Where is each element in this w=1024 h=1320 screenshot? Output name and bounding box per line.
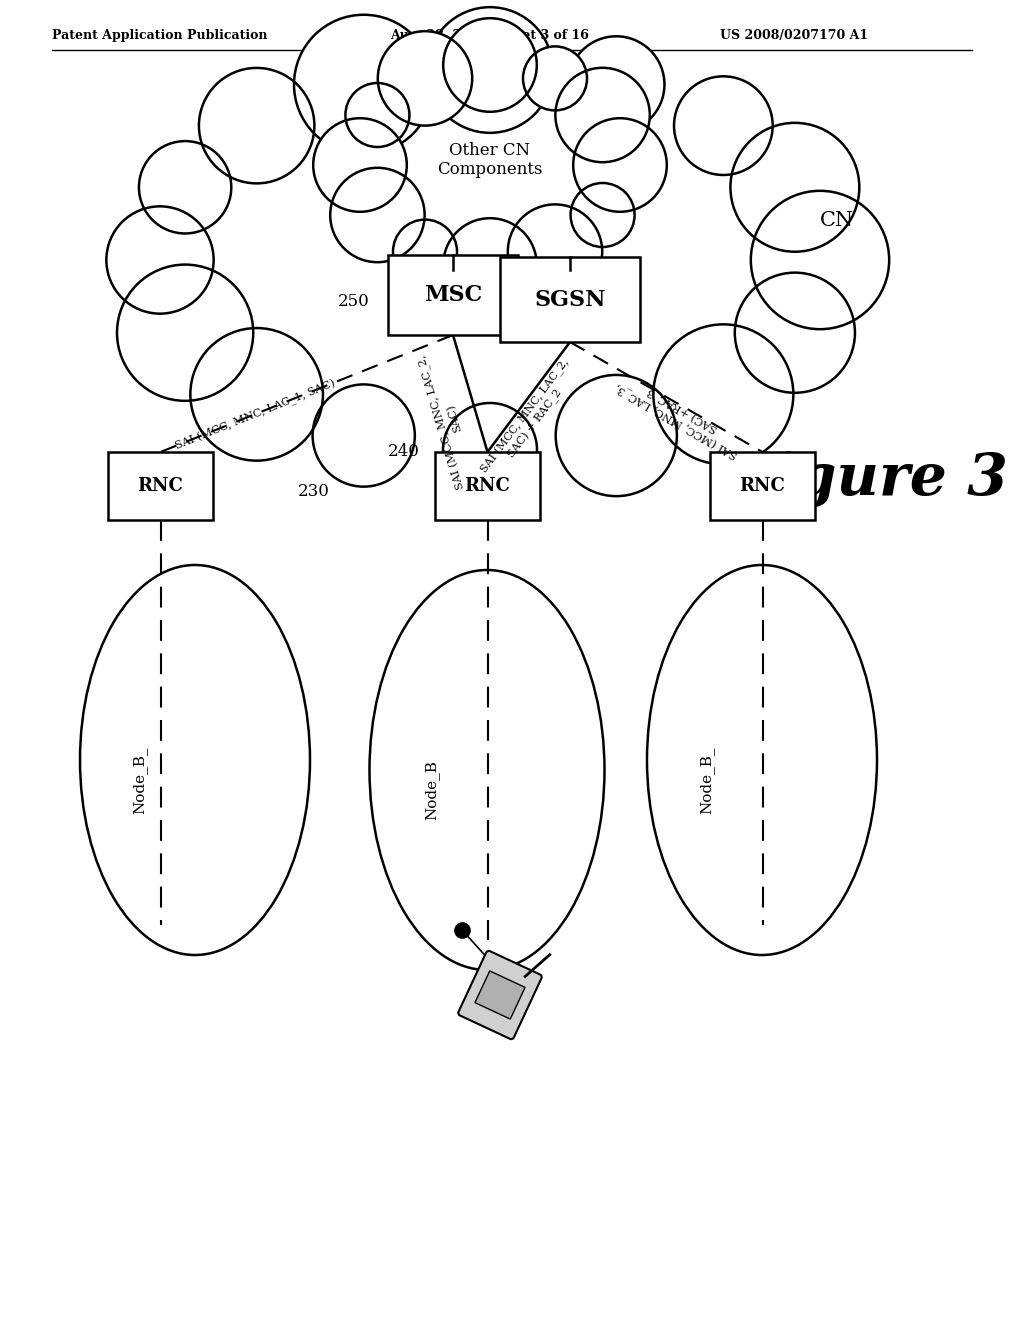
Circle shape	[730, 123, 859, 252]
Circle shape	[345, 83, 410, 147]
Text: Node_B: Node_B	[425, 760, 439, 820]
Circle shape	[508, 205, 602, 298]
Circle shape	[523, 46, 587, 111]
Text: Patent Application Publication: Patent Application Publication	[52, 29, 267, 41]
Circle shape	[570, 183, 635, 247]
Text: Node_B_: Node_B_	[699, 746, 715, 813]
FancyBboxPatch shape	[475, 972, 525, 1019]
Circle shape	[443, 18, 537, 112]
FancyBboxPatch shape	[435, 451, 540, 520]
Text: 240: 240	[388, 444, 420, 459]
Text: SGSN: SGSN	[535, 289, 606, 310]
Circle shape	[573, 119, 667, 211]
Text: RNC: RNC	[465, 477, 510, 495]
Circle shape	[443, 218, 537, 312]
Circle shape	[312, 384, 415, 487]
Ellipse shape	[130, 40, 850, 480]
Ellipse shape	[80, 565, 310, 954]
Text: US 2008/0207170 A1: US 2008/0207170 A1	[720, 29, 868, 41]
FancyBboxPatch shape	[108, 451, 213, 520]
Circle shape	[556, 375, 677, 496]
Circle shape	[674, 77, 773, 176]
Circle shape	[190, 329, 323, 461]
FancyBboxPatch shape	[710, 451, 815, 520]
Text: Aug. 28, 2008  Sheet 3 of 16: Aug. 28, 2008 Sheet 3 of 16	[390, 29, 589, 41]
Circle shape	[427, 7, 553, 133]
Ellipse shape	[647, 565, 877, 954]
Circle shape	[313, 119, 407, 211]
Text: MSC: MSC	[424, 284, 482, 306]
Circle shape	[294, 15, 433, 154]
Circle shape	[378, 32, 472, 125]
Text: Figure 3: Figure 3	[732, 451, 1008, 508]
Text: SAI (MCC, MNC, LAC_2,
SAC) + RAC_2: SAI (MCC, MNC, LAC_2, SAC) + RAC_2	[478, 356, 582, 483]
Text: SAI (MCC, MNC, LAC_3,
SAC) +RAC_3: SAI (MCC, MNC, LAC_3, SAC) +RAC_3	[613, 370, 746, 461]
Text: 260: 260	[472, 269, 504, 286]
Circle shape	[735, 273, 855, 393]
Text: Node_B_: Node_B_	[132, 746, 147, 813]
Circle shape	[106, 206, 214, 314]
Circle shape	[139, 141, 231, 234]
Text: Other CN
Components: Other CN Components	[437, 141, 543, 178]
Ellipse shape	[370, 570, 604, 970]
Circle shape	[568, 36, 665, 132]
Circle shape	[330, 168, 425, 263]
Circle shape	[443, 403, 537, 498]
FancyBboxPatch shape	[458, 950, 542, 1039]
Circle shape	[653, 325, 794, 465]
Text: RNC: RNC	[739, 477, 785, 495]
Circle shape	[117, 264, 253, 401]
Circle shape	[393, 219, 457, 284]
Text: RNC: RNC	[137, 477, 183, 495]
Text: SAI (MCC, MNC, LAC_1, SAC): SAI (MCC, MNC, LAC_1, SAC)	[173, 378, 337, 451]
Text: 230: 230	[298, 483, 330, 500]
FancyBboxPatch shape	[388, 255, 518, 335]
Circle shape	[199, 67, 314, 183]
Text: 250: 250	[338, 293, 370, 310]
Circle shape	[751, 191, 889, 329]
FancyBboxPatch shape	[500, 257, 640, 342]
Circle shape	[555, 67, 650, 162]
Text: SAI (MCC, MNC, LAC_2,
SAC): SAI (MCC, MNC, LAC_2, SAC)	[417, 350, 479, 490]
Text: CN: CN	[820, 210, 854, 230]
